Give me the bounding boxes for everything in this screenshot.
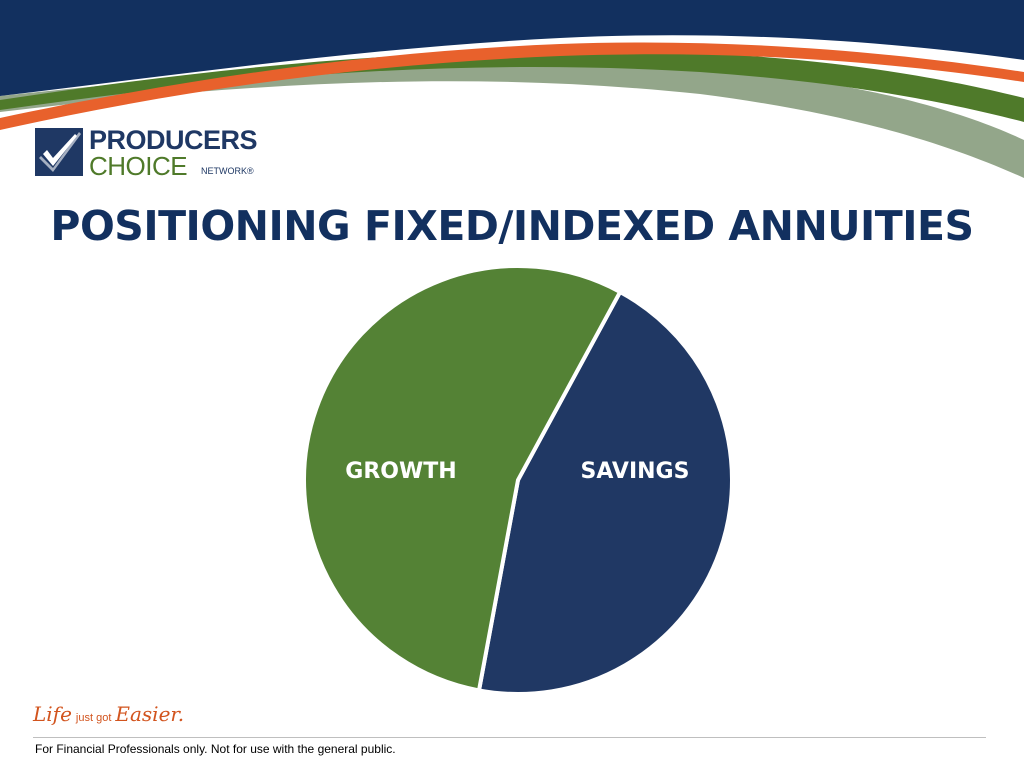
logo-producers-text: PRODUCERS <box>89 125 258 155</box>
slide-title: POSITIONING FIXED/INDEXED ANNUITIES <box>50 202 974 250</box>
pie-label-growth: GROWTH <box>345 459 456 484</box>
pie-chart: SAVINGS GROWTH <box>302 264 735 696</box>
producers-choice-logo: PRODUCERS CHOICE NETWORK® <box>35 126 275 182</box>
pie-label-savings: SAVINGS <box>581 459 690 484</box>
header-swoosh <box>0 0 1024 179</box>
pie-slice-savings <box>476 289 735 696</box>
pie-slice-growth <box>302 264 623 693</box>
logo-choice-text: CHOICE <box>89 151 188 181</box>
logo-network-text: NETWORK® <box>201 166 254 176</box>
header-orange-band <box>0 42 1024 130</box>
tagline-easier: Easier. <box>115 702 185 726</box>
tagline: Life just got Easier. <box>33 702 184 734</box>
header-green-band <box>0 50 1024 122</box>
tagline-just-got: just got <box>75 712 112 724</box>
footer-divider <box>33 737 986 738</box>
header-navy-band <box>0 0 1024 96</box>
tagline-life: Life <box>33 702 72 726</box>
footer-disclaimer: For Financial Professionals only. Not fo… <box>35 742 396 756</box>
header-sage-band <box>0 61 1024 179</box>
check-mark-icon <box>39 132 81 172</box>
logo-checkmark-box <box>35 128 83 176</box>
